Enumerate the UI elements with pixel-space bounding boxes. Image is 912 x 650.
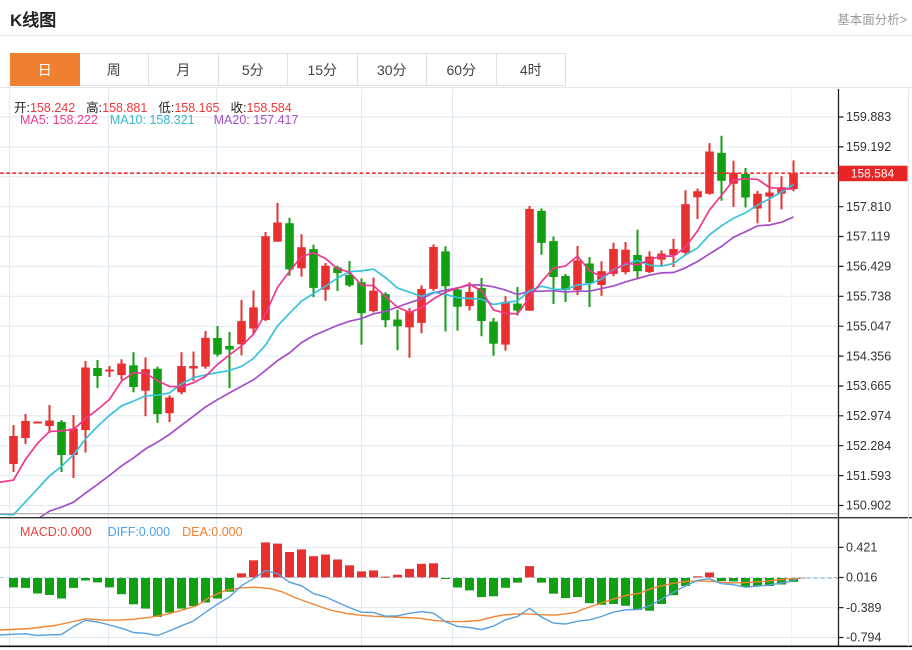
svg-text:-0.794: -0.794 bbox=[846, 631, 881, 645]
svg-text:157.119: 157.119 bbox=[846, 230, 890, 244]
svg-text:159.883: 159.883 bbox=[846, 110, 891, 124]
svg-text:151.593: 151.593 bbox=[846, 469, 891, 483]
svg-text:155.738: 155.738 bbox=[846, 290, 891, 304]
svg-text:0.421: 0.421 bbox=[846, 541, 877, 555]
svg-text:150.902: 150.902 bbox=[846, 499, 891, 513]
svg-text:159.192: 159.192 bbox=[846, 140, 891, 154]
svg-text:152.284: 152.284 bbox=[846, 439, 891, 453]
svg-text:157.810: 157.810 bbox=[846, 200, 891, 214]
svg-text:154.356: 154.356 bbox=[846, 349, 891, 363]
svg-text:155.047: 155.047 bbox=[846, 319, 891, 333]
svg-text:156.429: 156.429 bbox=[846, 260, 891, 274]
svg-text:-0.389: -0.389 bbox=[846, 601, 881, 615]
svg-text:152.974: 152.974 bbox=[846, 409, 891, 423]
svg-text:0.016: 0.016 bbox=[846, 571, 877, 585]
svg-text:158.584: 158.584 bbox=[851, 167, 895, 181]
svg-text:153.665: 153.665 bbox=[846, 379, 891, 393]
